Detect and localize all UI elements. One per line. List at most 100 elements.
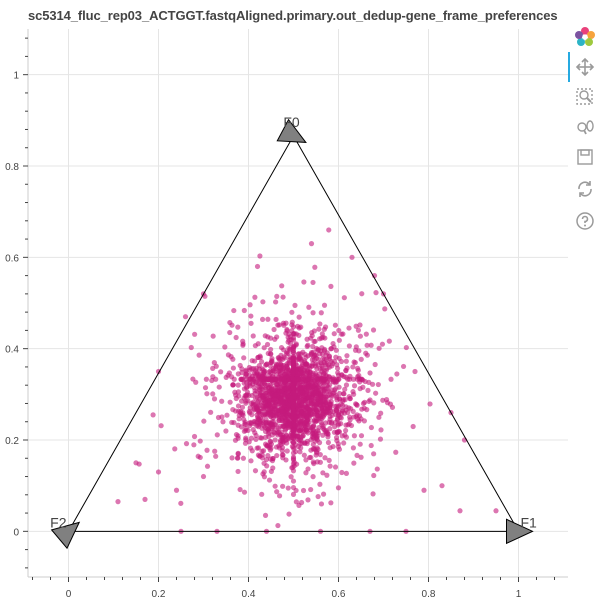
data-point	[359, 406, 365, 412]
data-point	[255, 383, 261, 389]
data-point	[300, 404, 307, 410]
data-point	[308, 486, 314, 493]
data-point	[293, 366, 299, 373]
data-point	[265, 382, 271, 388]
y-tick-label: 1	[13, 71, 19, 82]
data-point	[231, 376, 237, 382]
data-point	[317, 481, 323, 487]
data-point	[290, 491, 297, 497]
data-point	[317, 321, 323, 327]
data-point	[230, 356, 236, 362]
data-point	[115, 499, 121, 505]
data-point	[367, 370, 373, 376]
data-point	[289, 309, 295, 315]
data-point	[267, 391, 273, 397]
data-point	[378, 427, 384, 433]
data-point	[298, 419, 304, 425]
triangle: F0 F1 F2	[50, 114, 537, 550]
data-point	[263, 417, 269, 423]
data-point	[307, 407, 313, 414]
box-zoom-icon[interactable]	[574, 86, 596, 108]
data-point	[343, 470, 350, 477]
data-point	[248, 419, 254, 426]
data-point	[239, 404, 246, 410]
data-point	[265, 316, 271, 322]
data-point	[265, 453, 271, 459]
x-tick-label: 0.6	[332, 589, 346, 600]
data-point	[290, 324, 297, 330]
data-point	[250, 365, 257, 372]
x-tick-label: 0.4	[242, 589, 256, 600]
data-point	[371, 472, 377, 479]
data-point	[244, 392, 250, 398]
data-point	[191, 442, 197, 448]
data-point	[281, 372, 287, 378]
data-point	[286, 357, 292, 363]
data-point	[279, 438, 285, 444]
data-point	[412, 368, 418, 375]
data-point	[330, 443, 336, 450]
data-point	[302, 359, 308, 366]
data-point	[293, 487, 299, 494]
data-point	[241, 416, 247, 423]
data-point	[357, 379, 363, 385]
data-point	[268, 360, 274, 366]
data-point	[311, 409, 318, 415]
data-point	[258, 376, 264, 382]
pan-tool-icon[interactable]	[574, 56, 596, 78]
data-point	[376, 414, 382, 420]
data-point	[328, 500, 334, 506]
save-icon[interactable]	[574, 146, 596, 168]
data-point	[204, 463, 211, 469]
data-point	[257, 253, 263, 259]
data-point	[290, 399, 296, 405]
data-point	[382, 306, 388, 312]
data-point	[380, 397, 386, 403]
vertex-marker-f2	[50, 521, 81, 550]
data-point	[316, 440, 323, 446]
data-point	[290, 444, 297, 450]
data-point	[298, 356, 304, 363]
data-point	[368, 342, 374, 348]
data-point	[318, 348, 324, 354]
data-point	[330, 340, 336, 347]
data-point	[284, 392, 290, 399]
data-point	[254, 263, 261, 270]
data-point	[372, 361, 378, 368]
data-point	[325, 431, 331, 437]
reset-icon[interactable]	[574, 178, 596, 200]
data-point	[311, 357, 317, 363]
data-point	[264, 411, 271, 417]
data-point	[262, 333, 268, 339]
data-point	[284, 326, 290, 333]
data-point	[250, 399, 256, 405]
marker-triangle	[506, 518, 534, 545]
data-point	[275, 522, 281, 529]
data-point	[338, 415, 344, 421]
data-point	[293, 449, 299, 455]
data-point	[358, 454, 364, 460]
data-point	[331, 358, 338, 364]
bokeh-logo-icon[interactable]	[574, 26, 596, 48]
data-point	[255, 354, 261, 361]
data-point	[297, 370, 303, 376]
data-point	[327, 463, 333, 469]
data-point	[204, 391, 210, 397]
x-tick-label: 0	[66, 589, 72, 600]
wheel-zoom-icon[interactable]	[574, 116, 596, 138]
axes: 0 0.2 0.4 0.6 0.8 1 0 0.2 0.4 0.6 0.8 1	[5, 37, 555, 600]
data-point	[297, 441, 303, 447]
data-point	[313, 404, 320, 411]
data-point	[201, 418, 207, 424]
data-point	[255, 445, 262, 451]
plot-title: sc5314_fluc_rep03_ACTGGT.fastqAligned.pr…	[28, 8, 558, 23]
help-icon[interactable]	[574, 210, 596, 232]
data-point	[304, 428, 310, 435]
data-point	[377, 436, 384, 442]
data-point	[324, 472, 330, 478]
data-point	[320, 372, 327, 378]
data-point	[264, 442, 270, 448]
data-point	[400, 363, 407, 370]
data-point	[222, 344, 228, 350]
